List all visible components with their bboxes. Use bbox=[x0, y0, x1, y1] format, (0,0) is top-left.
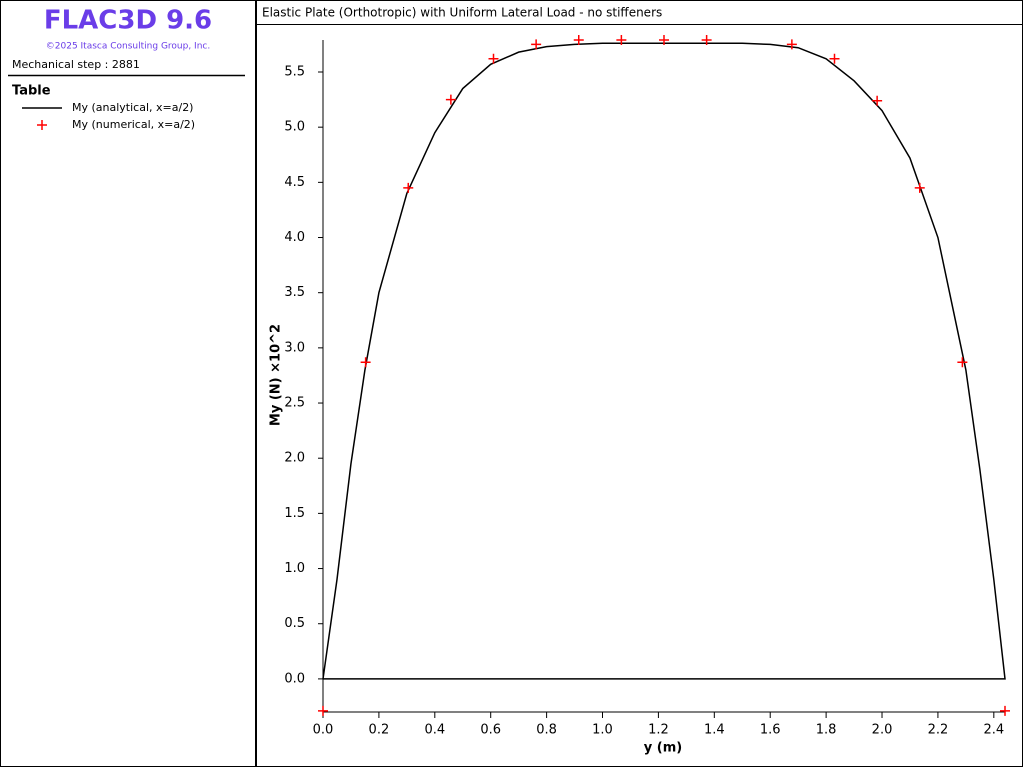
legend-label: My (analytical, x=a/2) bbox=[72, 101, 193, 114]
x-axis-label: y (m) bbox=[644, 741, 682, 756]
copyright: ©2025 Itasca Consulting Group, Inc. bbox=[46, 42, 210, 52]
y-tick-label: 2.0 bbox=[284, 451, 305, 466]
x-tick-label: 2.2 bbox=[928, 723, 949, 738]
data-point bbox=[403, 182, 414, 193]
data-point bbox=[488, 53, 499, 64]
data-point bbox=[786, 39, 797, 50]
x-tick-label: 1.8 bbox=[816, 723, 837, 738]
y-tick-label: 4.0 bbox=[284, 230, 305, 245]
y-tick-label: 2.5 bbox=[284, 396, 305, 411]
chart-panel bbox=[256, 0, 1023, 767]
app-title: FLAC3D 9.6 bbox=[44, 6, 212, 36]
data-point bbox=[914, 182, 925, 193]
x-tick-label: 2.4 bbox=[983, 723, 1004, 738]
legend-label: My (numerical, x=a/2) bbox=[72, 118, 195, 131]
data-point bbox=[829, 53, 840, 64]
data-point bbox=[659, 35, 669, 45]
x-tick-label: 1.0 bbox=[592, 723, 613, 738]
x-tick-label: 2.0 bbox=[872, 723, 893, 738]
x-tick-label: 0.6 bbox=[480, 723, 501, 738]
y-tick-label: 3.0 bbox=[284, 340, 305, 355]
x-tick-label: 0.2 bbox=[369, 723, 390, 738]
data-point bbox=[701, 35, 712, 45]
x-tick-label: 1.4 bbox=[704, 723, 725, 738]
x-tick-label: 0.4 bbox=[424, 723, 445, 738]
y-tick-label: 5.5 bbox=[284, 65, 305, 80]
data-point bbox=[531, 39, 542, 50]
data-point bbox=[360, 357, 371, 368]
y-tick-label: 3.5 bbox=[284, 285, 305, 300]
data-point bbox=[616, 35, 627, 45]
step-label: Mechanical step : 2881 bbox=[12, 58, 140, 71]
y-tick-label: 1.5 bbox=[284, 506, 305, 521]
y-tick-label: 0.0 bbox=[284, 671, 305, 686]
y-tick-label: 1.0 bbox=[284, 561, 305, 576]
y-tick-label: 0.5 bbox=[284, 616, 305, 631]
data-point bbox=[1000, 705, 1010, 716]
chart-title: Elastic Plate (Orthotropic) with Uniform… bbox=[262, 6, 662, 20]
y-axis-label: My (N) ×10^2 bbox=[269, 324, 284, 426]
y-tick-label: 4.5 bbox=[284, 175, 305, 190]
x-tick-label: 0.8 bbox=[536, 723, 557, 738]
y-tick-label: 5.0 bbox=[284, 120, 305, 135]
data-point bbox=[318, 705, 328, 716]
data-point bbox=[957, 357, 968, 368]
legend-swatch bbox=[37, 120, 47, 130]
x-tick-label: 1.2 bbox=[648, 723, 669, 738]
data-point bbox=[445, 94, 456, 105]
x-tick-label: 1.6 bbox=[760, 723, 781, 738]
x-tick-label: 0.0 bbox=[313, 723, 334, 738]
side-panel bbox=[0, 0, 256, 767]
data-point bbox=[872, 95, 883, 106]
data-point bbox=[573, 35, 584, 45]
legend-title: Table bbox=[12, 84, 51, 99]
